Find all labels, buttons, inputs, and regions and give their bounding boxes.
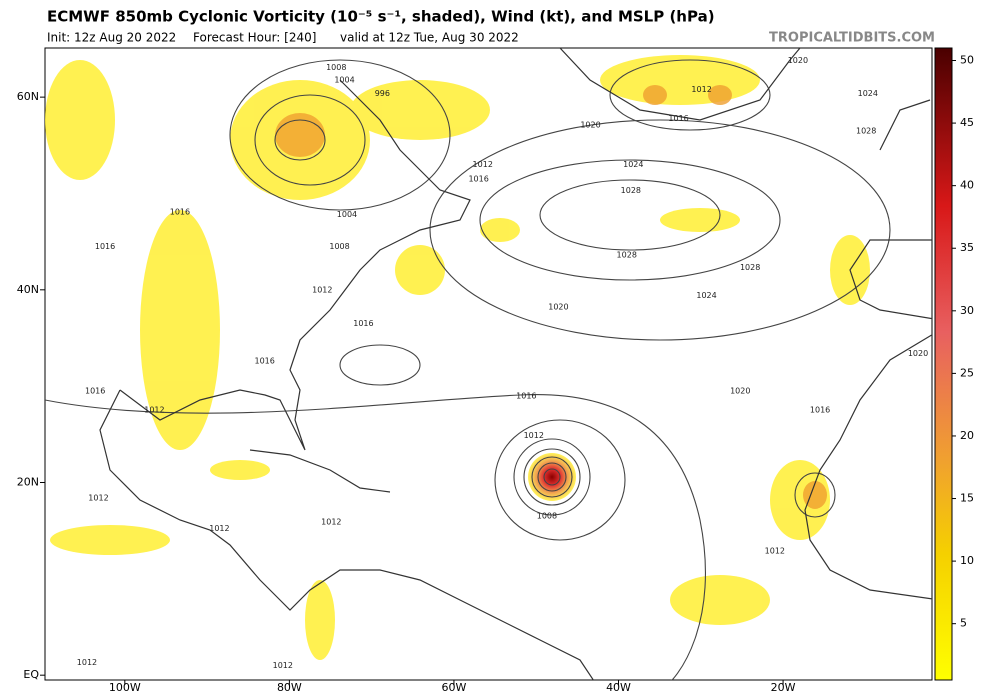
isobar-label: 1028 (856, 126, 876, 135)
isobar-label: 1024 (858, 89, 878, 98)
coastlines (99, 48, 932, 680)
colorbar-tick-label: 15 (960, 492, 974, 505)
isobar-label: 1020 (908, 349, 928, 358)
isobar-label: 1012 (88, 493, 108, 502)
colorbar-tick-label: 45 (960, 116, 974, 129)
isobar-label: 1012 (144, 406, 164, 415)
isobar-label: 996 (375, 89, 390, 98)
isobar-label: 1020 (730, 386, 750, 395)
isobar-label: 1004 (334, 75, 354, 84)
isobar-label: 1024 (623, 160, 643, 169)
isobar-label: 1016 (810, 406, 830, 415)
colorbar-tick-label: 30 (960, 304, 974, 317)
isobar-label: 1012 (312, 285, 332, 294)
isobar-label: 1016 (170, 207, 190, 216)
isobar-label: 1012 (473, 160, 493, 169)
isobar-labels: 1008 1004 996 1020 1012 1016 1024 1028 1020 1024 1… (77, 56, 928, 670)
y-tick-label: EQ (23, 668, 39, 681)
x-tick-label: 100W (109, 681, 141, 694)
isobar-label: 1012 (691, 85, 711, 94)
isobar-label: 1004 (337, 210, 357, 219)
isobar-label: 1020 (788, 56, 808, 65)
isobar-label: 1016 (516, 391, 536, 400)
colorbar-tick-label: 50 (960, 54, 974, 67)
isobar-label: 1012 (524, 431, 544, 440)
vorticity-core (275, 85, 827, 509)
map-layer: 1008 1004 996 1020 1012 1016 1024 1028 1020 1024 1… (45, 48, 932, 680)
isobar-label: 1028 (740, 263, 760, 272)
isobar-label: 1008 (329, 242, 349, 251)
colorbar-tick-label: 20 (960, 429, 974, 442)
x-tick-label: 20W (771, 681, 796, 694)
isobar-label: 1020 (548, 303, 568, 312)
isobar-label: 1020 (580, 121, 600, 130)
isobar-label: 1016 (668, 114, 688, 123)
x-tick-label: 40W (606, 681, 631, 694)
colorbar-tick-label: 40 (960, 179, 974, 192)
isobar-label: 1028 (617, 251, 637, 260)
isobar-label: 1016 (353, 319, 373, 328)
isobar-label: 1016 (95, 242, 115, 251)
isobar-label: 1012 (321, 518, 341, 527)
forecast-hour: Forecast Hour: [240] (193, 31, 316, 45)
site-name: TROPICALTIDBITS.COM (769, 31, 935, 46)
isobar-label: 1012 (765, 546, 785, 555)
init: Init: 12z Aug 20 2022 (47, 31, 176, 45)
isobar-label: 1012 (77, 658, 97, 667)
isobars (45, 59, 891, 680)
y-tick-label: 20N (17, 476, 39, 489)
x-tick-label: 80W (277, 681, 302, 694)
valid-time: valid at 12z Tue, Aug 30 2022 (340, 31, 519, 45)
y-tick-label: 60N (17, 90, 39, 103)
isobar-label: 1016 (85, 386, 105, 395)
colorbar-tick-label: 35 (960, 241, 974, 254)
colorbar (934, 47, 953, 681)
isobar-label: 1012 (209, 524, 229, 533)
colorbar-tick-label: 25 (960, 366, 974, 379)
title: ECMWF 850mb Cyclonic Vorticity (10⁻⁵ s⁻¹… (47, 8, 715, 26)
isobar-label: 1012 (273, 661, 293, 670)
hurricane-core (528, 453, 576, 501)
isobar-label: 1024 (696, 291, 716, 300)
y-tick-label: 40N (17, 283, 39, 296)
isobar-label: 1028 (621, 186, 641, 195)
colorbar-tick-label: 5 (960, 617, 967, 630)
isobar-label: 1016 (468, 175, 488, 184)
x-tick-label: 60W (442, 681, 467, 694)
isobar-label: 1016 (255, 357, 275, 366)
isobar-label: 1008 (326, 63, 346, 72)
isobar-label: 1008 (537, 512, 557, 521)
colorbar-tick-label: 10 (960, 554, 974, 567)
